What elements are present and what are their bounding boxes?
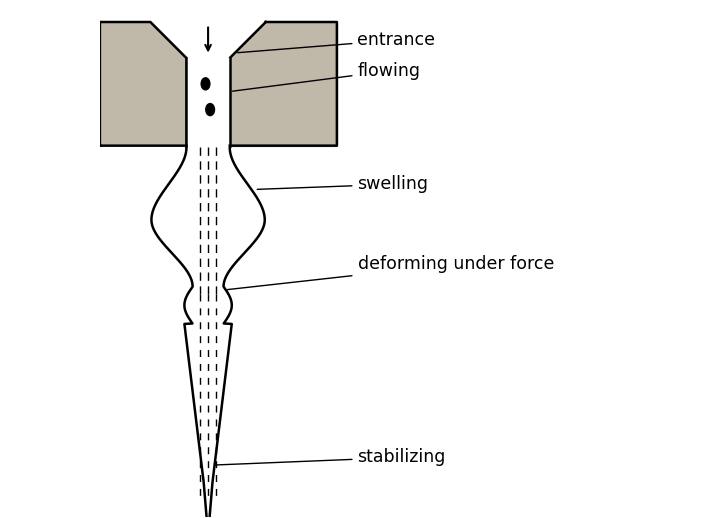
Polygon shape <box>230 22 337 146</box>
Text: stabilizing: stabilizing <box>215 449 446 466</box>
Ellipse shape <box>201 78 210 90</box>
Text: deforming under force: deforming under force <box>227 255 554 290</box>
Text: flowing: flowing <box>232 62 420 91</box>
Polygon shape <box>100 22 187 146</box>
Text: entrance: entrance <box>237 31 435 53</box>
Polygon shape <box>187 58 230 146</box>
Text: swelling: swelling <box>257 175 428 193</box>
Ellipse shape <box>206 104 214 116</box>
